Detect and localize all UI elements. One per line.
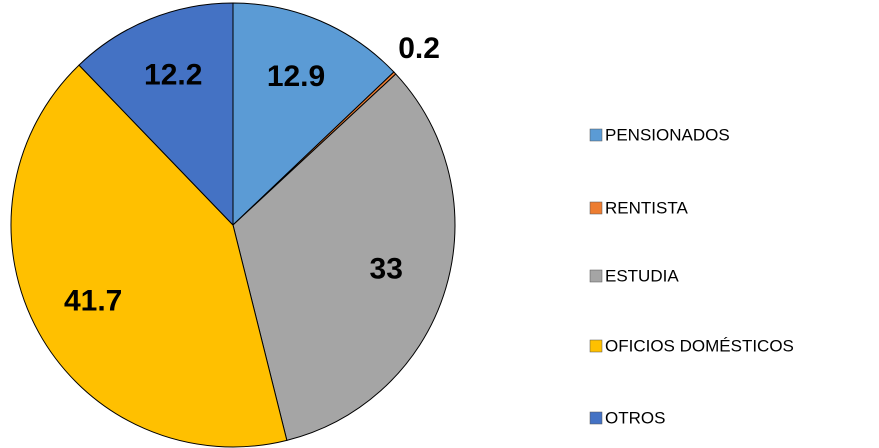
legend-label: PENSIONADOS (605, 125, 730, 144)
legend-swatch (589, 201, 603, 215)
legend-swatch (589, 411, 603, 425)
legend-label: RENTISTA (605, 198, 688, 217)
legend-swatch (589, 269, 603, 283)
data-label: 12.2 (144, 59, 202, 92)
legend-label: ESTUDIA (605, 266, 679, 285)
legend-swatch (589, 339, 603, 353)
data-label: 12.9 (267, 60, 325, 93)
pie-slice (232, 73, 456, 441)
pie-slice (78, 2, 234, 227)
legend-label: OTROS (605, 408, 665, 427)
data-label: 33 (370, 252, 403, 285)
pie-slice (10, 64, 288, 448)
legend-swatch (589, 128, 603, 142)
data-label: 41.7 (64, 284, 122, 317)
data-label: 0.2 (398, 32, 440, 65)
pie-slice (232, 2, 395, 227)
legend-label: OFICIOS DOMÉSTICOS (605, 336, 794, 355)
